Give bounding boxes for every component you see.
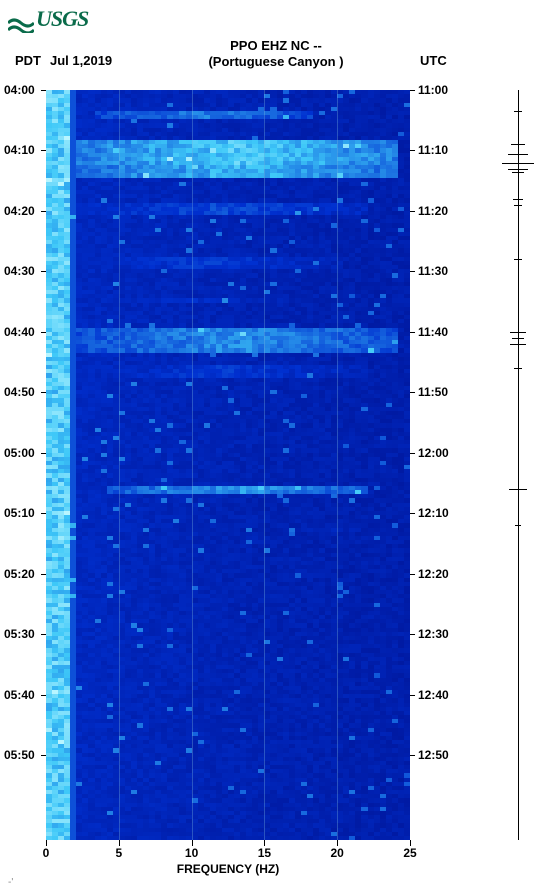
y-right-tick-label: 12:30 (418, 627, 449, 641)
x-tick-label: 5 (115, 846, 122, 860)
y-left-tick-label: 04:20 (4, 204, 35, 218)
y-right-tick-label: 12:40 (418, 688, 449, 702)
usgs-logo: USGS (8, 6, 88, 32)
y-left-tick-label: 04:50 (4, 385, 35, 399)
y-right-tick-label: 12:00 (418, 446, 449, 460)
y-right-tick-label: 11:50 (418, 385, 448, 399)
y-left-tick-label: 05:30 (4, 627, 35, 641)
y-right-tick-label: 12:20 (418, 567, 449, 581)
y-right-tick-label: 11:40 (418, 325, 448, 339)
timezone-left-label: PDT (15, 53, 41, 68)
footnote: -' (8, 877, 13, 888)
date-label: Jul 1,2019 (50, 53, 112, 68)
title-line1: PPO EHZ NC -- (230, 38, 322, 53)
y-left-tick-label: 05:40 (4, 688, 35, 702)
y-left-tick-label: 04:00 (4, 83, 35, 97)
y-axis-left: 04:0004:1004:2004:3004:4004:5005:0005:10… (0, 90, 46, 840)
x-axis-label: FREQUENCY (HZ) (46, 862, 410, 876)
spectrogram-canvas (46, 90, 410, 840)
y-right-tick-label: 11:20 (418, 204, 448, 218)
x-axis: FREQUENCY (HZ) 0510152025 (46, 840, 410, 880)
y-right-tick-label: 12:50 (418, 748, 449, 762)
y-left-tick-label: 05:10 (4, 506, 35, 520)
y-left-tick-label: 04:30 (4, 264, 35, 278)
x-tick-label: 20 (331, 846, 344, 860)
y-left-tick-label: 05:20 (4, 567, 35, 581)
y-right-tick-label: 12:10 (418, 506, 449, 520)
y-right-tick-label: 11:10 (418, 143, 448, 157)
amplitude-trace (500, 90, 540, 840)
x-tick-label: 15 (258, 846, 271, 860)
y-right-tick-label: 11:30 (418, 264, 448, 278)
y-axis-right: 11:0011:1011:2011:3011:4011:5012:0012:10… (410, 90, 470, 840)
x-tick-label: 25 (403, 846, 416, 860)
y-right-tick-label: 11:00 (418, 83, 448, 97)
title-line2: (Portuguese Canyon ) (208, 54, 343, 69)
x-tick-label: 0 (43, 846, 50, 860)
timezone-right-label: UTC (420, 53, 447, 68)
y-left-tick-label: 04:40 (4, 325, 35, 339)
spectrogram-plot (46, 90, 410, 840)
logo-text: USGS (36, 6, 88, 31)
y-left-tick-label: 05:00 (4, 446, 35, 460)
x-tick-label: 10 (185, 846, 198, 860)
y-left-tick-label: 05:50 (4, 748, 35, 762)
y-left-tick-label: 04:10 (4, 143, 35, 157)
